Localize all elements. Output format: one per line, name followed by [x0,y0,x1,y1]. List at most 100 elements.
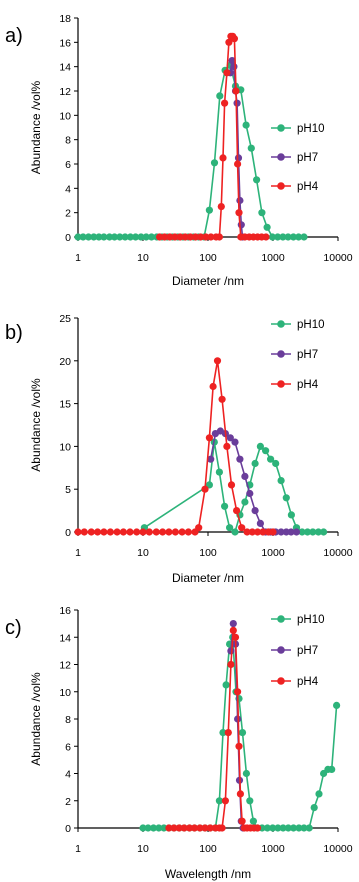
data-point [202,233,210,241]
y-axis-title: Abundance /vol% [29,378,43,472]
data-point [215,797,223,805]
data-point [234,688,242,696]
y-tick-label: 6 [65,159,71,171]
data-point [314,528,322,536]
data-point [303,528,312,536]
data-point [259,528,267,536]
y-tick-label: 8 [65,714,71,726]
data-point [152,528,160,536]
data-point [263,223,271,231]
y-tick-label: 10 [59,110,71,122]
data-point [227,481,236,489]
data-point [126,528,134,536]
series-pH4 [165,626,262,832]
data-point [181,233,189,241]
y-tick-label: 25 [59,313,71,325]
data-point [100,233,108,241]
legend: pH10 pH7 pH4 [271,123,325,193]
series-line [78,63,304,238]
data-point [243,528,251,536]
y-tick-label: 8 [65,135,71,147]
data-point [166,233,174,241]
data-point [113,528,121,536]
x-tick-label: 10 [137,547,149,559]
legend-label: pH4 [297,379,319,391]
data-point [300,233,308,241]
data-point [284,824,292,832]
data-point [224,729,232,737]
data-point [223,69,231,77]
data-point [155,824,163,832]
panel-label: a) [5,25,23,47]
y-tick-label: 18 [59,13,71,25]
data-point [132,233,140,241]
x-axis-title: Diameter /nm [172,274,244,288]
data-point [197,233,205,241]
legend: pH10 pH7 pH4 [271,614,325,688]
data-point [279,824,287,832]
y-tick-label: 6 [65,741,71,753]
series-pH4 [156,32,270,241]
data-point [133,528,141,536]
series-line [159,35,266,238]
data-point [246,797,254,805]
panel-label: c) [5,617,22,639]
y-tick-label: 0 [65,823,71,835]
data-point [145,528,153,536]
data-point [201,824,209,832]
data-point [80,528,88,536]
y-tick-label: 0 [65,232,71,244]
data-point [126,233,134,241]
data-point [234,154,243,162]
y-tick-label: 10 [59,441,71,453]
data-point [231,528,239,536]
data-point [230,63,238,71]
data-point [221,502,229,510]
data-point [298,528,306,536]
data-point [210,159,219,167]
data-point [149,824,158,832]
data-point [231,633,240,641]
data-point [287,511,295,519]
data-point [310,804,318,812]
data-point [262,233,270,241]
data-point [180,824,188,832]
data-point [219,154,227,162]
x-tick-label: 10 [137,843,149,855]
x-tick-label: 100 [199,843,217,855]
x-tick-label: 10000 [323,547,352,559]
x-tick-label: 1 [75,252,81,264]
data-point [269,528,277,536]
data-point [195,524,203,532]
data-point [268,233,276,241]
data-point [121,233,129,241]
y-axis-title: Abundance /vol% [29,80,43,174]
data-point [238,729,247,737]
data-point [201,485,209,493]
data-point [279,233,287,241]
legend-label: pH7 [297,152,318,164]
legend-marker [277,320,285,328]
y-tick-label: 20 [59,356,71,368]
data-point [74,233,82,241]
y-tick-label: 10 [59,687,71,699]
data-point [247,144,255,152]
data-point [221,99,229,107]
legend-label: pH7 [297,349,318,361]
data-point [274,824,282,832]
data-point [142,233,150,241]
y-tick-label: 14 [59,632,71,644]
y-tick-label: 12 [59,86,71,98]
x-axis-title: Diameter /nm [172,571,244,585]
y-axis-title: Abundance /vol% [29,672,43,766]
y-tick-label: 2 [65,796,71,808]
series-line [168,630,258,829]
y-tick-label: 5 [65,484,71,496]
data-point [233,507,241,515]
data-point [90,233,98,241]
legend-marker [277,182,285,190]
data-point [84,233,93,241]
data-point [100,528,108,536]
data-point [94,528,102,536]
